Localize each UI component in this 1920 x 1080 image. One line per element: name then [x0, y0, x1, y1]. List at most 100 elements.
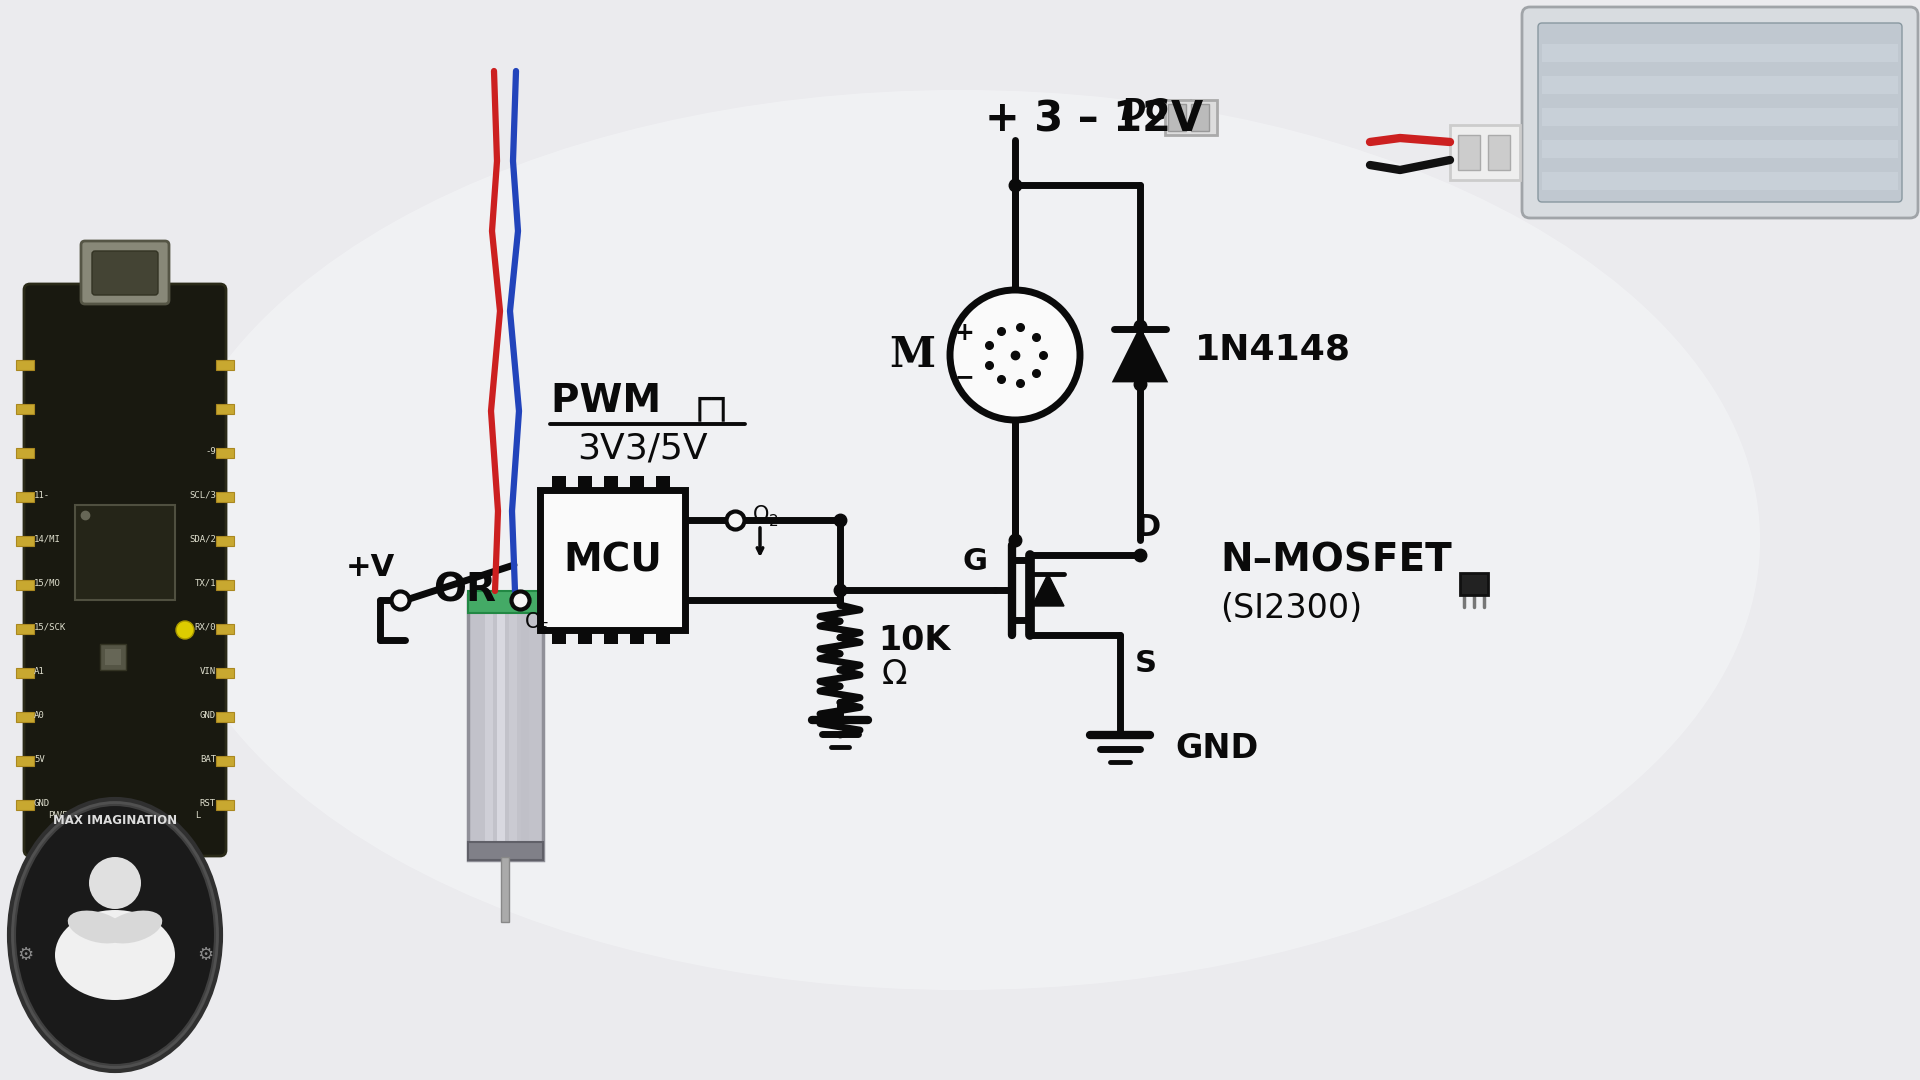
- Bar: [497, 600, 505, 855]
- Text: 3V3/5V: 3V3/5V: [578, 431, 708, 465]
- Bar: [553, 476, 566, 490]
- Text: (SI2300): (SI2300): [1219, 592, 1361, 624]
- Text: MAX IMAGINATION: MAX IMAGINATION: [54, 813, 177, 826]
- Text: PWR: PWR: [48, 811, 69, 821]
- Bar: [1542, 140, 1899, 158]
- Text: +V: +V: [346, 553, 396, 582]
- Bar: [15, 580, 35, 590]
- Text: TX/1: TX/1: [194, 579, 215, 588]
- Bar: [509, 600, 516, 855]
- Bar: [215, 800, 234, 810]
- FancyBboxPatch shape: [81, 241, 169, 303]
- Text: GND: GND: [200, 711, 215, 719]
- Text: BAT: BAT: [200, 755, 215, 764]
- Bar: [1459, 573, 1488, 595]
- Circle shape: [177, 621, 194, 639]
- Bar: [540, 490, 685, 630]
- Text: SCL/3: SCL/3: [190, 490, 215, 499]
- Bar: [1542, 44, 1899, 62]
- Bar: [215, 536, 234, 546]
- Bar: [15, 492, 35, 502]
- Bar: [15, 800, 35, 810]
- Text: G: G: [962, 548, 987, 577]
- Bar: [215, 669, 234, 678]
- Bar: [486, 600, 493, 855]
- Bar: [215, 580, 234, 590]
- Bar: [630, 476, 643, 490]
- Text: O: O: [753, 505, 770, 525]
- Bar: [630, 630, 643, 644]
- Bar: [657, 476, 670, 490]
- Text: A0: A0: [35, 711, 44, 719]
- Text: 10K: 10K: [877, 623, 950, 657]
- Bar: [501, 858, 509, 922]
- Bar: [15, 669, 35, 678]
- Bar: [15, 360, 35, 370]
- Text: A1: A1: [35, 666, 44, 675]
- Circle shape: [950, 291, 1079, 420]
- Text: O: O: [524, 612, 541, 632]
- Text: OR: OR: [434, 571, 497, 609]
- Ellipse shape: [104, 910, 161, 944]
- Polygon shape: [1033, 573, 1064, 606]
- FancyBboxPatch shape: [92, 251, 157, 295]
- Text: PWM  ┌┐: PWM ┌┐: [551, 382, 735, 421]
- Text: RX/0: RX/0: [194, 622, 215, 632]
- FancyBboxPatch shape: [1523, 6, 1918, 218]
- Bar: [1457, 135, 1480, 170]
- Text: + 3 – 12V: + 3 – 12V: [985, 99, 1204, 141]
- Polygon shape: [1114, 329, 1165, 381]
- FancyBboxPatch shape: [23, 284, 227, 856]
- Text: RST: RST: [200, 798, 215, 808]
- Text: L: L: [196, 811, 200, 821]
- Bar: [215, 404, 234, 414]
- Bar: [468, 591, 543, 613]
- Bar: [605, 476, 618, 490]
- Text: 15/SCK: 15/SCK: [35, 622, 67, 632]
- Ellipse shape: [10, 799, 221, 1071]
- Bar: [15, 448, 35, 458]
- Bar: [15, 404, 35, 414]
- Bar: [215, 756, 234, 766]
- Text: SDA/2: SDA/2: [190, 535, 215, 543]
- Bar: [215, 360, 234, 370]
- Bar: [1542, 76, 1899, 94]
- Text: 5: 5: [540, 622, 549, 637]
- Bar: [215, 492, 234, 502]
- Bar: [1450, 125, 1521, 180]
- Bar: [553, 630, 566, 644]
- Text: Ω: Ω: [881, 659, 908, 691]
- Bar: [15, 712, 35, 723]
- Ellipse shape: [56, 910, 175, 1000]
- Text: ⚙: ⚙: [198, 946, 213, 964]
- Ellipse shape: [15, 805, 215, 1065]
- Text: D: D: [1135, 513, 1160, 541]
- Text: GND: GND: [1175, 732, 1258, 766]
- Bar: [215, 712, 234, 723]
- Text: 11-: 11-: [48, 831, 63, 839]
- Text: GND: GND: [35, 798, 50, 808]
- Text: 14/MI: 14/MI: [35, 535, 61, 543]
- Text: ⚙: ⚙: [17, 946, 33, 964]
- Bar: [1167, 104, 1187, 131]
- FancyBboxPatch shape: [1165, 100, 1217, 135]
- Ellipse shape: [67, 910, 127, 944]
- Bar: [657, 630, 670, 644]
- Bar: [578, 630, 591, 644]
- Bar: [15, 756, 35, 766]
- Bar: [100, 644, 127, 670]
- Bar: [1190, 104, 1210, 131]
- Bar: [468, 842, 543, 860]
- Bar: [1488, 135, 1509, 170]
- Text: 15/MO: 15/MO: [35, 579, 61, 588]
- Bar: [215, 448, 234, 458]
- Bar: [15, 536, 35, 546]
- Bar: [605, 630, 618, 644]
- Text: N–MOSFET: N–MOSFET: [1219, 541, 1452, 579]
- Text: 5V: 5V: [35, 755, 44, 764]
- Text: -9: -9: [205, 446, 215, 456]
- Bar: [15, 624, 35, 634]
- FancyBboxPatch shape: [1538, 23, 1903, 202]
- Text: −: −: [954, 365, 973, 389]
- Text: M: M: [889, 334, 935, 376]
